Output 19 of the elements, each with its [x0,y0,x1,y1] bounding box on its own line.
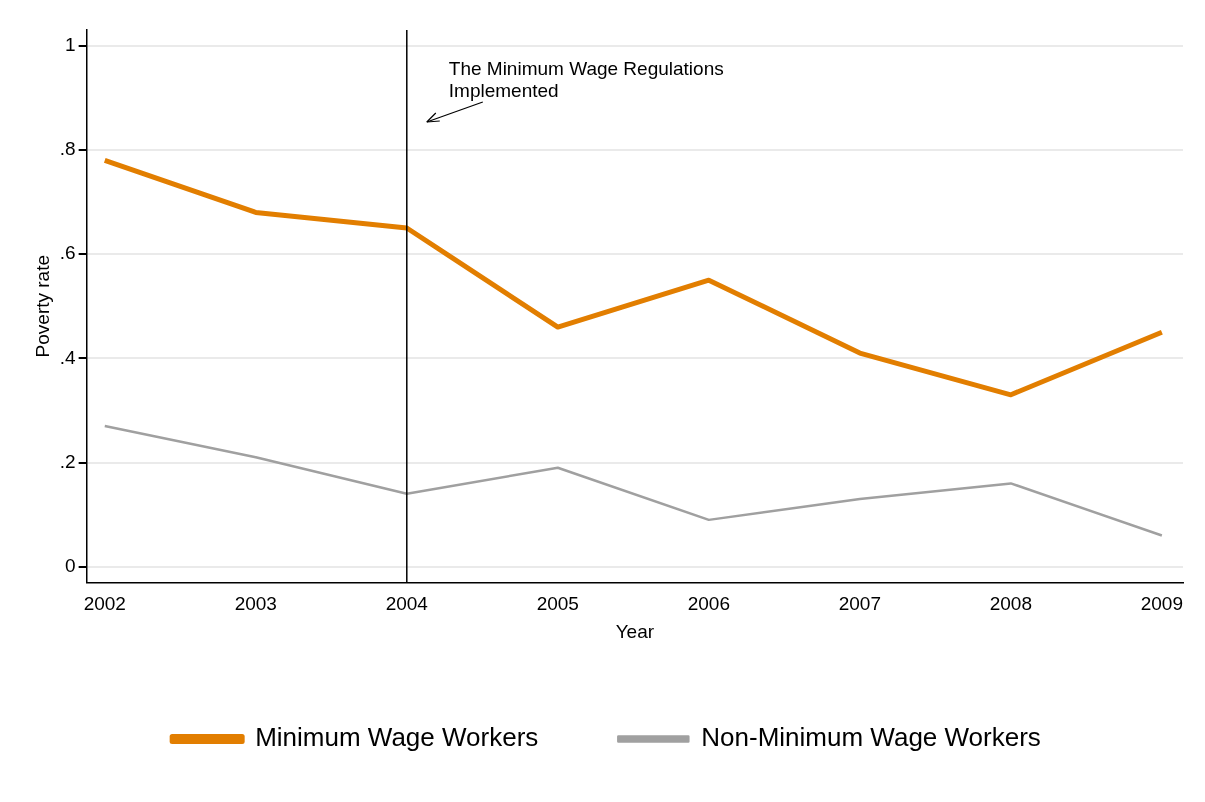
y-tick-label: .6 [59,242,76,264]
y-tick-label: 1 [65,33,76,55]
x-tick-label: 2003 [234,593,277,615]
legend-label: Minimum Wage Workers [255,722,539,753]
y-tick-label: .4 [59,346,77,368]
x-tick-label: 2005 [536,593,579,615]
y-tick-label: 0 [65,555,76,576]
y-axis-title: Poverty rate [31,254,53,358]
x-tick-label: 2008 [989,593,1032,615]
legend-label: Non-Minimum Wage Workers [701,722,1041,753]
x-axis-title: Year [615,620,655,642]
x-tick-label: 2004 [385,593,429,615]
annotation: The Minimum Wage Regulations Implemented [448,58,724,102]
x-tick-label: 2007 [838,593,881,615]
x-tick-label: 2009 [1140,593,1183,615]
x-tick-label: 2006 [687,593,730,615]
x-tick-label: 2002 [83,593,126,615]
y-tick-label: .2 [59,450,76,472]
y-tick-label: .8 [59,138,76,160]
